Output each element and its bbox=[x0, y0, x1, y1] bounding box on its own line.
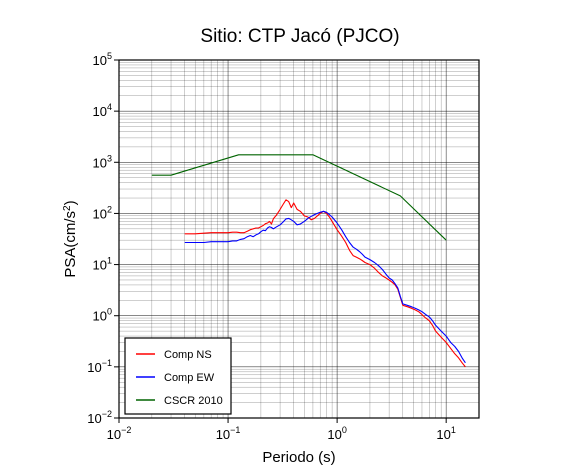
y-tick-base: 10 bbox=[87, 360, 101, 375]
y-tick-exp: 4 bbox=[107, 102, 112, 112]
x-tick-base: 10 bbox=[327, 427, 341, 442]
legend: Comp NS Comp EW CSCR 2010 bbox=[124, 337, 232, 415]
y-tick-label: 103 bbox=[93, 153, 112, 170]
x-tick-exp: 0 bbox=[342, 425, 347, 435]
x-tick-label: 100 bbox=[327, 425, 346, 442]
y-tick-label: 10−1 bbox=[87, 358, 112, 375]
y-tick-exp: 5 bbox=[107, 51, 112, 61]
x-tick-exp: 1 bbox=[451, 425, 456, 435]
y-tick-label: 100 bbox=[93, 307, 112, 324]
y-tick-exp: 2 bbox=[107, 204, 112, 214]
x-tick-label: 10−2 bbox=[107, 425, 132, 442]
y-tick-base: 10 bbox=[93, 206, 107, 221]
x-tick-base: 10 bbox=[107, 427, 121, 442]
y-tick-label: 102 bbox=[93, 204, 112, 221]
x-tick-exp: −2 bbox=[121, 425, 131, 435]
y-tick-base: 10 bbox=[93, 309, 107, 324]
y-axis-label-sup: 2 bbox=[62, 205, 73, 211]
x-tick-exp: −1 bbox=[230, 425, 240, 435]
x-tick-base: 10 bbox=[216, 427, 230, 442]
y-axis-label-main: PSA(cm/s bbox=[62, 211, 79, 278]
y-tick-label: 105 bbox=[93, 51, 112, 68]
y-tick-base: 10 bbox=[87, 411, 101, 426]
x-tick-base: 10 bbox=[436, 427, 450, 442]
series-line-comp-ew bbox=[184, 210, 466, 364]
y-tick-exp: −2 bbox=[102, 409, 112, 419]
legend-entry: Comp NS bbox=[164, 349, 212, 361]
chart-title: Sitio: CTP Jacó (PJCO) bbox=[200, 26, 399, 47]
y-tick-base: 10 bbox=[93, 155, 107, 170]
series-line-cscr-2010 bbox=[151, 154, 447, 241]
x-tick-label: 10−1 bbox=[216, 425, 241, 442]
y-tick-label: 10−2 bbox=[87, 409, 112, 426]
y-tick-exp: 3 bbox=[107, 153, 112, 163]
x-tick-labels: 10−2 10−1 100 101 bbox=[107, 418, 456, 442]
y-tick-base: 10 bbox=[93, 53, 107, 68]
grid bbox=[118, 59, 480, 419]
y-axis-label-close: ) bbox=[62, 200, 79, 205]
y-tick-label: 104 bbox=[93, 102, 112, 119]
x-tick-label: 101 bbox=[436, 425, 455, 442]
y-tick-base: 10 bbox=[93, 258, 107, 273]
series-layer bbox=[151, 154, 466, 368]
y-tick-base: 10 bbox=[93, 104, 107, 119]
y-axis-label: PSA(cm/s2) bbox=[62, 200, 80, 277]
legend-entry: Comp EW bbox=[164, 372, 215, 384]
x-axis-label: Periodo (s) bbox=[262, 449, 335, 466]
y-tick-label: 101 bbox=[93, 256, 112, 273]
plot-frame bbox=[118, 59, 480, 419]
y-tick-exp: 0 bbox=[107, 307, 112, 317]
legend-box bbox=[124, 337, 232, 415]
legend-entry: CSCR 2010 bbox=[164, 395, 223, 407]
y-tick-exp: 1 bbox=[107, 256, 112, 266]
y-tick-exp: −1 bbox=[102, 358, 112, 368]
